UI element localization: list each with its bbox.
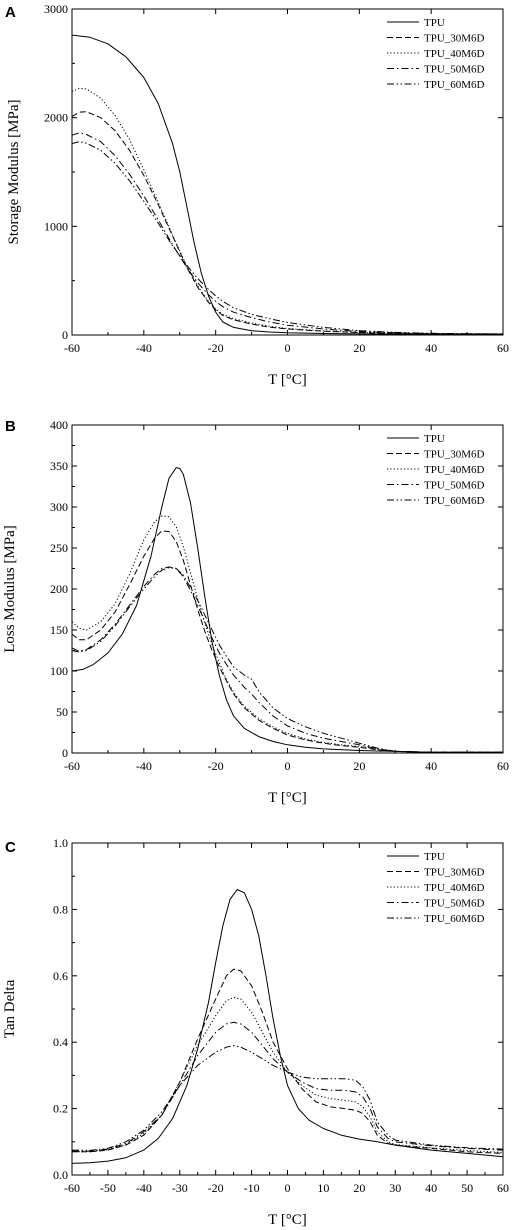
y-tick-label: 1000 (44, 219, 68, 233)
series-line-tpu-50m6d (72, 566, 503, 753)
panel-letter: A (5, 4, 16, 21)
y-axis-title: Storage Modulus [MPa] (6, 100, 22, 245)
series-line-tpu-60m6d (72, 567, 503, 753)
y-tick-label: 350 (50, 459, 68, 473)
series-line-tpu (72, 34, 503, 335)
y-tick-label: 250 (50, 541, 68, 555)
x-tick-label: -20 (208, 341, 224, 355)
series-line-tpu (72, 467, 503, 753)
legend-label: TPU_50M6D (424, 64, 485, 76)
x-tick-label: 40 (425, 759, 437, 773)
panel-letter: C (5, 839, 16, 856)
x-tick-label: -60 (64, 759, 80, 773)
x-tick-label: -40 (136, 341, 152, 355)
x-tick-label: -50 (100, 1181, 116, 1195)
x-tick-label: 60 (497, 1181, 509, 1195)
series-line-tpu-60m6d (72, 141, 503, 335)
y-axis-title: Loss Modulus [MPa] (2, 525, 18, 653)
y-tick-label: 200 (50, 582, 68, 596)
y-axis-title: Tan Delta (2, 979, 18, 1038)
series-line-tpu-30m6d (72, 968, 503, 1154)
legend-label: TPU_40M6D (424, 48, 485, 60)
x-axis-title: T [°C] (268, 1212, 307, 1228)
x-tick-label: -20 (208, 759, 224, 773)
x-tick-label: -20 (208, 1181, 224, 1195)
panel-letter: B (5, 418, 16, 435)
x-tick-label: 40 (425, 1181, 437, 1195)
legend-label: TPU_40M6D (424, 882, 485, 894)
x-tick-label: 30 (389, 1181, 401, 1195)
series-line-tpu-40m6d (72, 515, 503, 753)
y-tick-label: 0.8 (53, 902, 68, 916)
series-line-tpu-30m6d (72, 111, 503, 335)
legend-label: TPU_40M6D (424, 464, 485, 476)
legend-label: TPU_60M6D (424, 913, 485, 925)
legend-label: TPU_30M6D (424, 449, 485, 461)
y-tick-label: 0 (62, 746, 68, 760)
legend-label: TPU_60M6D (424, 495, 485, 507)
y-tick-label: 2000 (44, 111, 68, 125)
legend-label: TPU_30M6D (424, 867, 485, 879)
y-tick-label: 400 (50, 418, 68, 432)
x-tick-label: 40 (425, 341, 437, 355)
x-tick-label: -30 (172, 1181, 188, 1195)
legend-label: TPU (424, 433, 445, 445)
series-line-tpu-50m6d (72, 1021, 503, 1152)
y-tick-label: 3000 (44, 2, 68, 16)
series-line-tpu-40m6d (72, 996, 503, 1153)
y-tick-label: 300 (50, 500, 68, 514)
x-tick-label: -10 (244, 1181, 260, 1195)
x-tick-label: -60 (64, 341, 80, 355)
series-line-tpu-50m6d (72, 132, 503, 335)
y-tick-label: 0.0 (53, 1168, 68, 1182)
y-tick-label: 0.2 (53, 1102, 68, 1116)
series-line-tpu-40m6d (72, 87, 503, 335)
legend-label: TPU (424, 851, 445, 863)
chart-panel-a: A -60 -40 -20 0 20 40 60 0 1000 2000 3000 T [°C] Stor… (5, 2, 509, 388)
chart-panel-c: C -60 -50 -40 -30 -20 -10 0 10 20 30 40 50 60 0.0 0.2 0.… (2, 836, 509, 1228)
series-line-tpu-30m6d (72, 530, 503, 753)
x-tick-label: 0 (285, 759, 291, 773)
x-tick-label: 20 (353, 759, 365, 773)
x-tick-label: 60 (497, 341, 509, 355)
y-tick-label: 100 (50, 664, 68, 678)
x-tick-label: 10 (317, 1181, 329, 1195)
chart-panel-b: B -60 -40 -20 0 20 40 60 0 50 100 150 200 250 300 350 40… (2, 418, 509, 806)
x-tick-label: 60 (497, 759, 509, 773)
y-tick-label: 0.4 (53, 1035, 68, 1049)
x-tick-label: -60 (64, 1181, 80, 1195)
y-tick-label: 50 (56, 705, 68, 719)
legend-label: TPU (424, 17, 445, 29)
series-line-tpu (72, 889, 503, 1164)
x-tick-label: 20 (353, 1181, 365, 1195)
y-tick-label: 150 (50, 623, 68, 637)
x-tick-label: 50 (461, 1181, 473, 1195)
x-tick-label: 0 (285, 341, 291, 355)
x-axis-title: T [°C] (268, 372, 307, 388)
series-line-tpu-60m6d (72, 1045, 503, 1151)
y-tick-label: 0 (62, 328, 68, 342)
x-tick-label: 0 (285, 1181, 291, 1195)
x-axis-title: T [°C] (268, 790, 307, 806)
y-tick-label: 1.0 (53, 836, 68, 850)
x-tick-label: -40 (136, 1181, 152, 1195)
legend-label: TPU_60M6D (424, 79, 485, 91)
x-tick-label: 20 (353, 341, 365, 355)
legend-label: TPU_50M6D (424, 898, 485, 910)
y-tick-label: 0.6 (53, 969, 68, 983)
legend-label: TPU_50M6D (424, 480, 485, 492)
legend-label: TPU_30M6D (424, 33, 485, 45)
x-tick-label: -40 (136, 759, 152, 773)
